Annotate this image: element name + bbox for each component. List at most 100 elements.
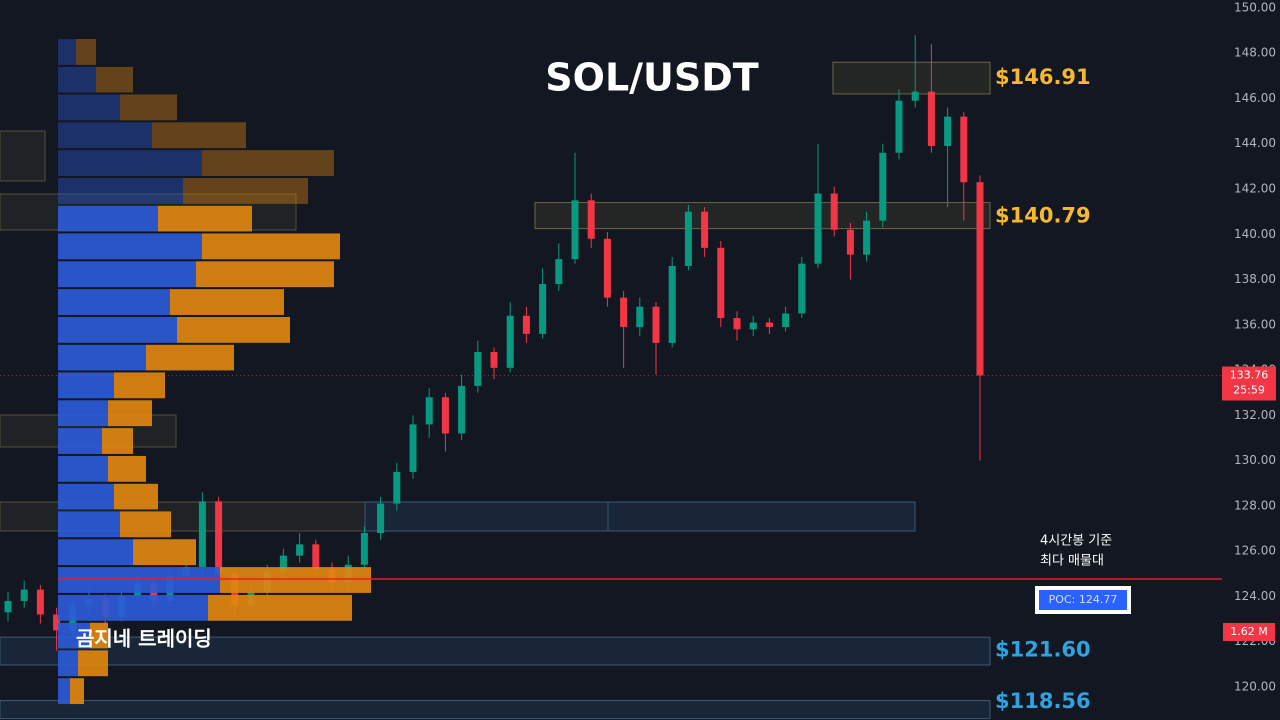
y-tick-label: 124.00 bbox=[1234, 589, 1276, 603]
profile-buy bbox=[58, 483, 114, 510]
candle-body bbox=[279, 555, 287, 572]
candle-body bbox=[409, 424, 417, 472]
poc-note: 4시간봉 기준 bbox=[1040, 534, 1112, 549]
candle-body bbox=[36, 589, 44, 615]
candle-body bbox=[749, 322, 757, 330]
price-tag: 133.76 bbox=[1230, 369, 1269, 382]
zone-label: $118.56 bbox=[995, 689, 1091, 713]
candle-body bbox=[814, 193, 822, 264]
chart-title: SOL/USDT bbox=[545, 56, 759, 100]
candle-body bbox=[53, 614, 61, 631]
candle-body bbox=[571, 200, 579, 260]
profile-sell bbox=[76, 39, 96, 65]
candle-body bbox=[798, 263, 806, 314]
y-tick-label: 130.00 bbox=[1234, 453, 1276, 467]
profile-buy bbox=[58, 122, 152, 149]
candle-body bbox=[603, 238, 611, 298]
candle-body bbox=[377, 503, 385, 534]
profile-sell bbox=[146, 344, 234, 371]
zone-label: $121.60 bbox=[995, 638, 1091, 662]
zone-label: $146.91 bbox=[995, 65, 1091, 89]
zone bbox=[0, 636, 991, 666]
candle-body bbox=[652, 306, 660, 343]
candle-body bbox=[976, 182, 984, 376]
zone bbox=[832, 61, 991, 95]
profile-buy bbox=[58, 678, 70, 705]
candle-body bbox=[733, 318, 741, 330]
profile-sell bbox=[183, 178, 308, 204]
profile-sell bbox=[108, 400, 152, 427]
candle-body bbox=[620, 297, 628, 328]
profile-buy bbox=[58, 316, 177, 343]
y-tick-label: 126.00 bbox=[1234, 544, 1276, 558]
y-tick-label: 150.00 bbox=[1234, 0, 1276, 14]
y-tick-label: 140.00 bbox=[1234, 227, 1276, 241]
y-tick-label: 144.00 bbox=[1234, 136, 1276, 150]
y-tick-label: 142.00 bbox=[1234, 181, 1276, 195]
profile-sell bbox=[202, 150, 334, 177]
zone-label: $140.79 bbox=[995, 203, 1091, 227]
candle-body bbox=[20, 589, 28, 601]
profile-buy bbox=[58, 567, 220, 593]
profile-sell bbox=[96, 66, 133, 93]
candle-body bbox=[701, 211, 709, 248]
y-tick-label: 120.00 bbox=[1234, 679, 1276, 693]
profile-sell bbox=[220, 567, 371, 593]
profile-buy bbox=[58, 428, 102, 454]
candle-body bbox=[863, 220, 871, 255]
profile-buy bbox=[58, 594, 208, 621]
profile-buy bbox=[58, 372, 114, 399]
candle-body bbox=[522, 315, 530, 334]
candle-body bbox=[555, 259, 563, 285]
profile-sell bbox=[133, 539, 196, 566]
profile-sell bbox=[152, 122, 246, 149]
profile-sell bbox=[102, 428, 133, 454]
profile-sell bbox=[170, 289, 284, 315]
y-tick-label: 148.00 bbox=[1234, 46, 1276, 60]
candle-body bbox=[927, 91, 935, 146]
candle-body bbox=[879, 152, 887, 221]
profile-sell bbox=[196, 261, 334, 288]
candle-body bbox=[215, 501, 223, 574]
candle-body bbox=[765, 322, 773, 328]
profile-sell bbox=[78, 650, 108, 677]
candle-body bbox=[296, 544, 304, 556]
candle-body bbox=[911, 91, 919, 101]
candle-body bbox=[944, 116, 952, 146]
zone bbox=[0, 700, 991, 720]
candle-body bbox=[490, 351, 498, 368]
profile-buy bbox=[58, 205, 158, 232]
zone-box bbox=[364, 501, 916, 532]
profile-buy bbox=[58, 622, 90, 649]
candle-body bbox=[668, 265, 676, 343]
candle-body bbox=[782, 313, 790, 328]
profile-sell bbox=[70, 678, 84, 705]
profile-sell bbox=[108, 455, 146, 482]
profile-buy bbox=[58, 39, 76, 65]
profile-buy bbox=[58, 150, 202, 177]
candle-body bbox=[393, 471, 401, 504]
price-tag-bg bbox=[1222, 366, 1276, 401]
candle-body bbox=[506, 315, 514, 368]
profile-buy bbox=[58, 650, 78, 677]
candle-body bbox=[4, 600, 12, 613]
profile-buy bbox=[58, 261, 196, 288]
poc-box-inner bbox=[1039, 590, 1127, 610]
profile-sell bbox=[90, 622, 108, 649]
y-tick-label: 136.00 bbox=[1234, 317, 1276, 331]
candles bbox=[4, 35, 984, 651]
zone-box bbox=[0, 130, 46, 182]
profile-buy bbox=[58, 66, 96, 93]
profile-buy bbox=[58, 539, 133, 566]
candle-body bbox=[636, 306, 644, 328]
countdown: 25:59 bbox=[1233, 384, 1265, 397]
candle-body bbox=[198, 501, 206, 567]
candle-body bbox=[895, 100, 903, 153]
poc-label: POC: 124.77 bbox=[1049, 593, 1118, 606]
profile-sell bbox=[114, 372, 165, 399]
profile-buy bbox=[58, 344, 146, 371]
profile-sell bbox=[158, 205, 252, 232]
profile-sell bbox=[120, 511, 171, 538]
y-tick-label: 128.00 bbox=[1234, 498, 1276, 512]
